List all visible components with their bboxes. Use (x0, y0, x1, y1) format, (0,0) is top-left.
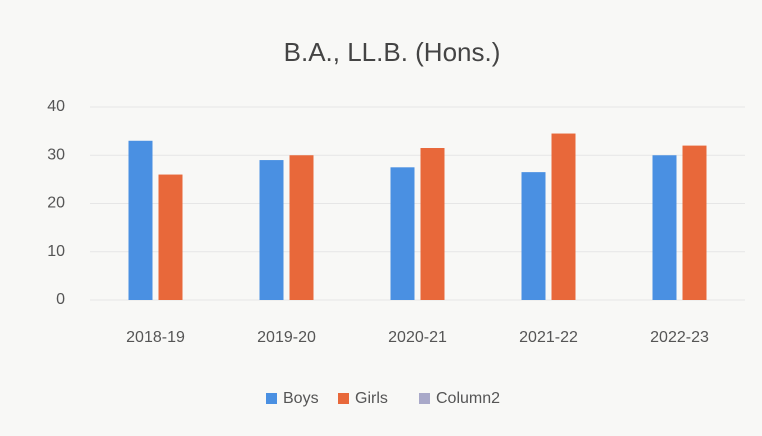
bar (682, 145, 707, 300)
x-tick-label: 2019-20 (257, 329, 316, 346)
y-tick-label: 10 (47, 243, 65, 260)
bar (390, 167, 415, 300)
bar (521, 172, 546, 300)
x-tick-label: 2020-21 (388, 329, 447, 346)
y-tick-label: 40 (47, 98, 65, 115)
bar (259, 160, 284, 300)
legend-label: Column2 (436, 390, 500, 407)
legend-label: Girls (355, 390, 388, 407)
chart-title: B.A., LL.B. (Hons.) (284, 37, 501, 67)
y-tick-label: 20 (47, 195, 65, 212)
bar (289, 155, 314, 300)
x-tick-label: 2022-23 (650, 329, 709, 346)
legend-swatch (419, 393, 430, 404)
bar (128, 140, 153, 300)
bar (652, 155, 677, 300)
bar (551, 133, 576, 300)
y-tick-label: 30 (47, 146, 65, 163)
x-tick-label: 2021-22 (519, 329, 578, 346)
legend-swatch (266, 393, 277, 404)
y-tick-label: 0 (56, 291, 65, 308)
legend-swatch (338, 393, 349, 404)
bar (420, 148, 445, 300)
legend-label: Boys (283, 390, 319, 407)
x-tick-label: 2018-19 (126, 329, 185, 346)
bar (158, 174, 183, 300)
